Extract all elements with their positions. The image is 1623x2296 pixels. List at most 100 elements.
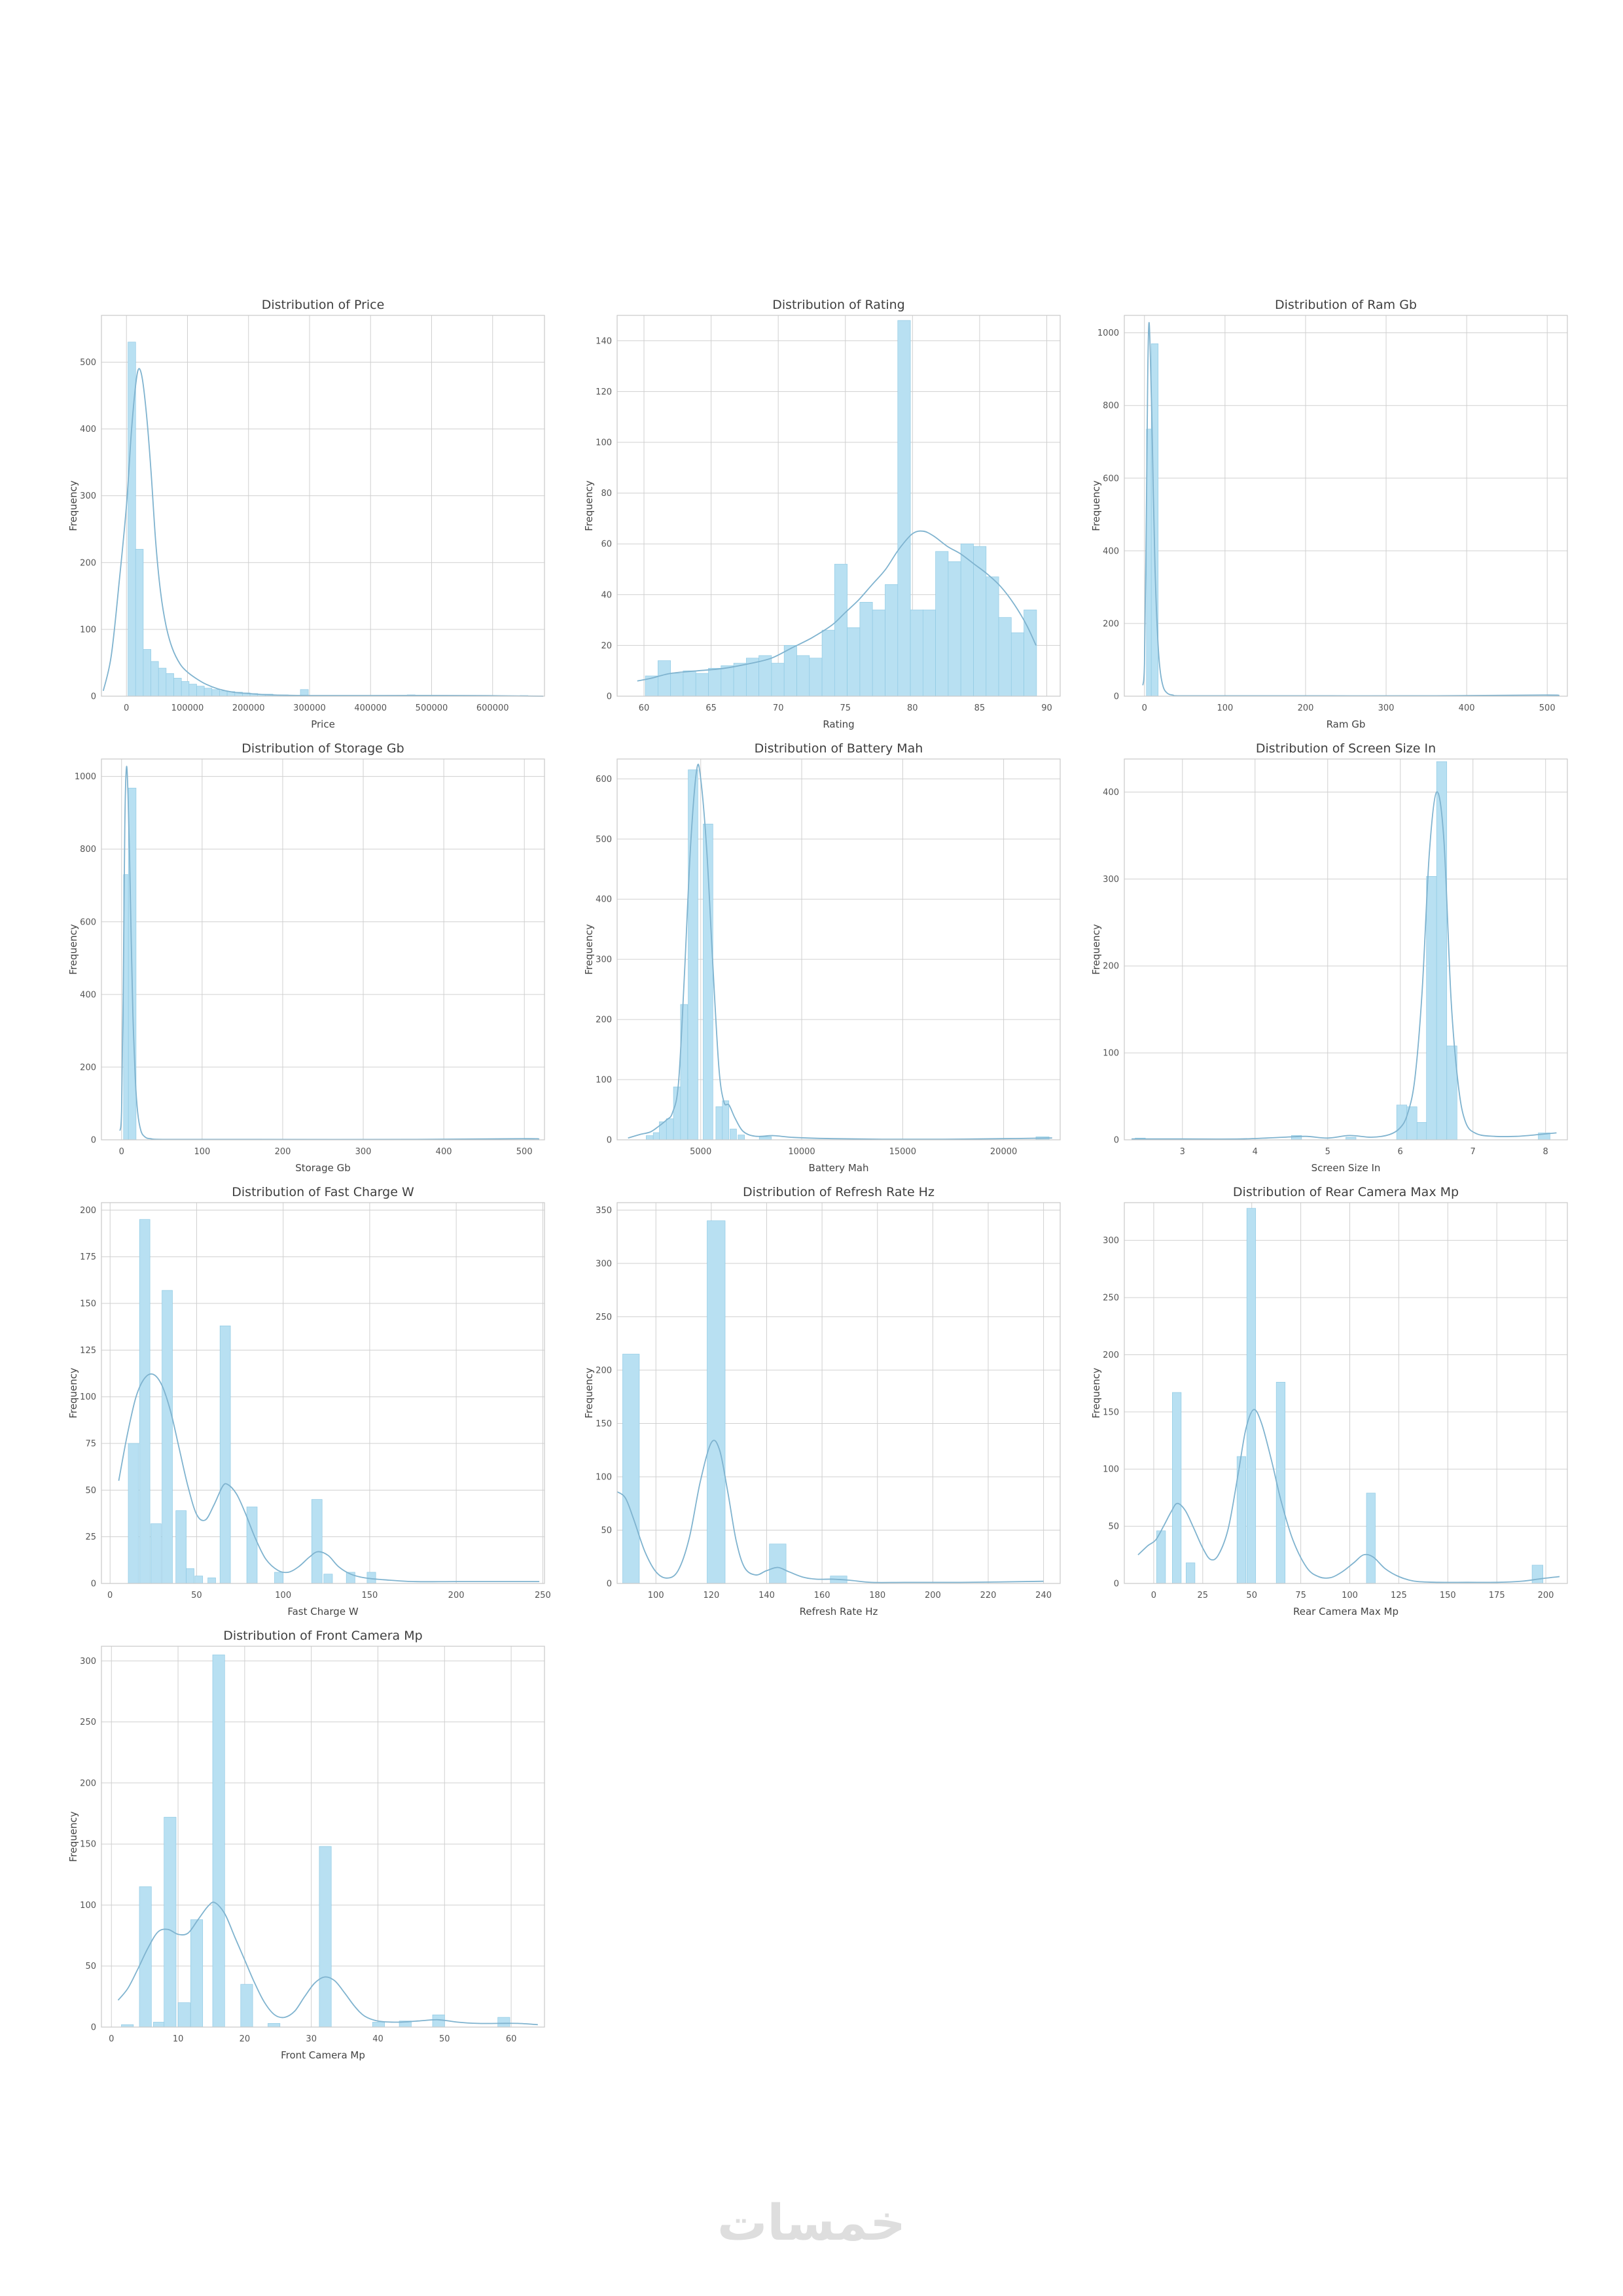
y-tick-label: 0 <box>91 1580 96 1589</box>
histogram-bar <box>821 629 835 697</box>
histogram-bar <box>897 320 911 697</box>
y-tick-label: 100 <box>596 438 612 448</box>
chart-svg-refresh-rate-hz: 100 120 140 160 180 200 220 240 0 50 100 150 200 250 3… <box>584 1185 1061 1617</box>
histogram-bar <box>268 2023 281 2028</box>
kde-line <box>102 368 544 697</box>
histogram-bar <box>738 1135 745 1140</box>
x-tick-label: 400000 <box>354 703 387 713</box>
y-tick-label: 800 <box>1103 401 1119 411</box>
chart-title: Distribution of Screen Size In <box>1256 741 1436 756</box>
x-tick-label: 120 <box>703 1591 719 1600</box>
chart-title: Distribution of Fast Charge W <box>232 1185 414 1199</box>
y-tick-label: 500 <box>596 835 612 845</box>
histogram-bar <box>1172 1392 1182 1584</box>
y-tick-label: 50 <box>601 1526 612 1536</box>
y-tick-label: 100 <box>80 1901 96 1911</box>
x-tick-label: 5 <box>1325 1147 1330 1157</box>
histogram-bar <box>708 667 722 697</box>
y-tick-label: 25 <box>85 1532 96 1542</box>
histogram-bar <box>1275 1382 1286 1584</box>
x-axis-label: Price <box>311 718 335 730</box>
histogram-bar <box>1366 1492 1376 1584</box>
x-tick-label: 160 <box>814 1591 830 1600</box>
histogram-bar <box>186 1568 194 1584</box>
histogram-bar <box>796 655 810 697</box>
axes-spines <box>1124 315 1568 697</box>
y-tick-label: 75 <box>85 1439 96 1449</box>
y-tick-label: 0 <box>1114 692 1119 702</box>
kde-line <box>628 764 1052 1140</box>
histogram-bar <box>372 2022 385 2028</box>
histogram-bar <box>153 2022 166 2028</box>
histogram-bar <box>1156 1530 1166 1584</box>
y-tick-label: 200 <box>596 1366 612 1375</box>
histogram-bar <box>646 1135 654 1140</box>
chart-svg-ram-gb: 0 100 200 300 400 500 0 200 400 600 800 1000 Distrib… <box>1092 298 1568 730</box>
y-tick-labels: 0 25 50 75 100 125 150 175 200 <box>80 1206 96 1589</box>
y-tick-labels: 0 50 100 150 200 250 300 350 <box>596 1206 612 1589</box>
x-tick-label: 0 <box>1142 703 1147 713</box>
histogram-bar <box>922 609 936 697</box>
kde-line <box>616 1439 1044 1583</box>
y-tick-label: 0 <box>91 1136 96 1146</box>
histogram-bar <box>196 686 205 697</box>
x-tick-label: 175 <box>1489 1591 1505 1600</box>
chart-distribution-of-storage-gb: 0 100 200 300 400 500 0 200 400 600 800 1000 Distrib… <box>69 730 579 1174</box>
histogram-bar <box>715 1106 723 1140</box>
histogram-bar <box>783 645 797 697</box>
y-tick-labels: 0 100 200 300 400 500 600 <box>596 775 612 1146</box>
histogram-bar <box>948 561 961 697</box>
x-tick-label: 400 <box>1459 703 1475 713</box>
watermark-khamsat: خمسات <box>717 2193 906 2252</box>
histogram-bar <box>135 549 144 697</box>
histogram-bar <box>670 673 684 697</box>
histogram-bar <box>834 563 847 697</box>
y-tick-label: 60 <box>601 540 612 550</box>
x-tick-label: 300 <box>355 1147 372 1157</box>
x-tick-label: 300 <box>1378 703 1395 713</box>
chart-title: Distribution of Front Camera Mp <box>223 1629 422 1643</box>
histogram-bar <box>847 627 861 697</box>
y-axis-label: Frequency <box>584 924 595 975</box>
y-tick-labels: 0 100 200 300 400 500 <box>80 358 96 702</box>
y-tick-label: 125 <box>80 1346 96 1356</box>
x-tick-labels: 5000 10000 15000 20000 <box>690 1147 1017 1157</box>
x-tick-label: 0 <box>109 2034 114 2044</box>
plot-area <box>101 759 544 1140</box>
x-tick-label: 25 <box>1198 1591 1209 1600</box>
y-axis-label: Frequency <box>584 1368 595 1419</box>
chart-title: Distribution of Rating <box>772 298 905 312</box>
chart-svg-front-camera-mp: 0 10 20 30 40 50 60 0 50 100 150 200 250 300 Distribut… <box>69 1629 545 2061</box>
histogram-bar <box>666 1118 674 1140</box>
y-axis-label: Frequency <box>69 1368 79 1419</box>
y-tick-label: 500 <box>80 358 96 368</box>
x-tick-label: 240 <box>1035 1591 1052 1600</box>
x-tick-labels: 0 50 100 150 200 250 <box>107 1591 551 1600</box>
chart-svg-storage-gb: 0 100 200 300 400 500 0 200 400 600 800 1000 Distrib… <box>69 741 545 1174</box>
x-tick-label: 50 <box>1246 1591 1257 1600</box>
x-axis-label: Refresh Rate Hz <box>800 1606 878 1617</box>
y-tick-label: 300 <box>596 1259 612 1269</box>
histogram-bar <box>432 2014 445 2028</box>
chart-svg-rating: 60 65 70 75 80 85 90 0 20 40 60 80 100 120 140 Distribu… <box>584 298 1061 730</box>
y-tick-label: 200 <box>80 1778 96 1788</box>
x-tick-label: 500 <box>1539 703 1556 713</box>
x-tick-label: 500000 <box>416 703 448 713</box>
x-tick-label: 5000 <box>690 1147 711 1157</box>
y-tick-label: 400 <box>1103 546 1119 556</box>
x-tick-label: 0 <box>107 1591 113 1600</box>
y-tick-label: 100 <box>1103 1465 1119 1475</box>
histogram-bar <box>859 602 873 697</box>
x-tick-label: 85 <box>974 703 986 713</box>
histogram-bar <box>622 1354 640 1584</box>
x-tick-labels: 3 4 5 6 7 8 <box>1180 1147 1548 1157</box>
histogram-bar <box>181 681 190 697</box>
y-tick-label: 0 <box>1114 1136 1119 1146</box>
x-tick-labels: 0 100 200 300 400 500 <box>119 1147 533 1157</box>
y-tick-label: 150 <box>80 1299 96 1309</box>
y-tick-label: 20 <box>601 641 612 651</box>
y-tick-label: 150 <box>80 1840 96 1850</box>
histogram-bar <box>311 1499 323 1584</box>
axes-spines <box>1124 758 1568 1140</box>
